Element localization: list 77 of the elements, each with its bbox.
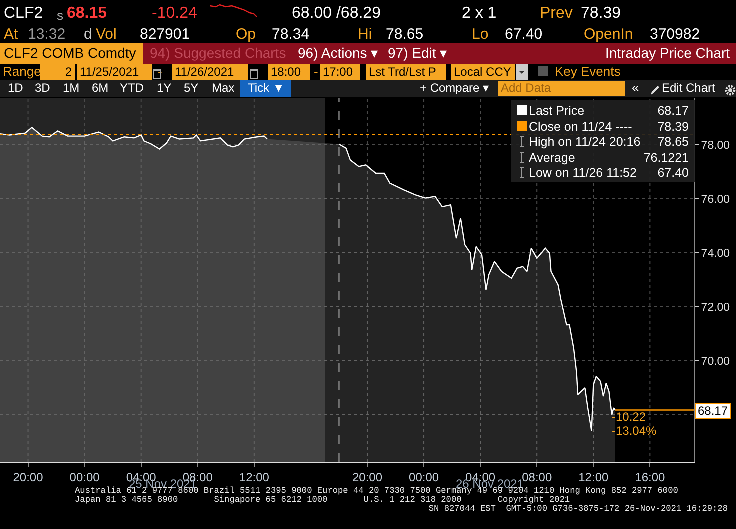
y-tick-label: 70.00 bbox=[701, 356, 730, 368]
text: 2 bbox=[40, 64, 75, 80]
text: CLF2 bbox=[4, 5, 44, 22]
ref-line-label: 68.17 bbox=[695, 403, 732, 420]
chart-title: Intraday Price Chart bbox=[606, 45, 730, 61]
text: Local CCY bbox=[451, 64, 515, 80]
text: 1M bbox=[63, 81, 80, 95]
text: 78.39 bbox=[581, 5, 622, 22]
text: « bbox=[632, 80, 640, 95]
ref-line-label: Close on 11/24 ---- bbox=[529, 120, 632, 134]
y-tick-label: 76.00 bbox=[701, 194, 730, 206]
text: -10.24 bbox=[152, 5, 198, 22]
text: 68.15 bbox=[67, 5, 108, 22]
text: 3D bbox=[35, 81, 50, 95]
text: 6M bbox=[92, 81, 109, 95]
x-tick-label: 20:00 bbox=[13, 470, 44, 484]
annotation: High on 11/24 20:16 bbox=[529, 135, 641, 149]
text: Lo bbox=[472, 26, 489, 43]
text: Vol bbox=[96, 26, 117, 43]
text: d bbox=[84, 26, 92, 43]
text: 827901 bbox=[140, 26, 190, 43]
annotation: -10.22 bbox=[612, 410, 646, 424]
text: OpenIn bbox=[584, 26, 634, 43]
annotation: 76.1221 bbox=[644, 150, 689, 164]
x-tick-label: 00:00 bbox=[70, 470, 100, 484]
text: 68.00 /68.29 bbox=[292, 5, 381, 22]
text: 18:00 bbox=[268, 64, 310, 80]
text: YTD bbox=[120, 81, 144, 95]
text: + Compare ▾ bbox=[420, 81, 490, 95]
x-tick-label: 12:00 bbox=[239, 470, 270, 484]
x-tick-label: 12:00 bbox=[578, 470, 609, 484]
x-tick-label: 16:00 bbox=[635, 470, 666, 484]
text: 1Y bbox=[157, 81, 172, 95]
text: 78.65 bbox=[386, 26, 424, 43]
text: 11/25/2021 bbox=[77, 64, 152, 80]
text: Add Data bbox=[498, 81, 625, 96]
text: Hi bbox=[358, 26, 372, 43]
y-tick-label: 78.00 bbox=[701, 140, 730, 152]
text: 13:32 bbox=[28, 26, 66, 43]
text: 2 x 1 bbox=[462, 5, 497, 22]
y-tick-label: 72.00 bbox=[701, 302, 730, 314]
text: Prev bbox=[540, 5, 573, 22]
x-tick-label: 08:00 bbox=[522, 470, 552, 484]
text: 67.40 bbox=[505, 26, 543, 43]
text: 370982 bbox=[650, 26, 700, 43]
x-tick-label: 20:00 bbox=[352, 470, 383, 484]
annotation: 67.40 bbox=[658, 166, 689, 180]
legend-label: Last Price bbox=[529, 104, 585, 118]
text: Japan 81 3 4565 8900 Singapore 65 6212 1000 U.S. 1 212 318 2000 Copyright 2021 bbox=[75, 495, 570, 505]
text: 97) Edit ▾ bbox=[388, 45, 448, 61]
annotation: Low on 11/26 11:52 bbox=[529, 166, 637, 180]
annotation: Average bbox=[529, 150, 576, 164]
text: SN 827044 EST GMT-5:00 G736-3875-172 26-Nov-2021 16:29:28 bbox=[428, 504, 728, 514]
text: Op bbox=[236, 26, 256, 43]
text: - bbox=[314, 64, 318, 79]
text: Tick ▼ bbox=[248, 81, 285, 95]
annotation: 68.17 bbox=[658, 104, 689, 118]
text: Range bbox=[3, 64, 42, 79]
x-tick-label: 00:00 bbox=[409, 470, 440, 484]
text: Edit Chart bbox=[662, 81, 716, 95]
text: Key Events bbox=[555, 64, 621, 79]
text: Lst Trd/Lst P bbox=[366, 64, 446, 80]
text: 11/26/2021 bbox=[172, 64, 248, 80]
text: 96) Actions ▾ bbox=[298, 45, 378, 61]
text: 78.34 bbox=[272, 26, 310, 43]
text: Max bbox=[212, 81, 235, 95]
annotation: -13.04% bbox=[612, 424, 657, 438]
annotation: 78.39 bbox=[658, 120, 689, 134]
y-tick-label: 74.00 bbox=[701, 248, 730, 260]
annotation: 78.65 bbox=[658, 135, 689, 149]
text: 1D bbox=[8, 81, 24, 95]
text: 5Y bbox=[184, 81, 199, 95]
text: 94) Suggested Charts bbox=[150, 45, 286, 61]
text: CLF2 COMB Comdty bbox=[4, 45, 136, 61]
text: At bbox=[4, 26, 18, 43]
text: 17:00 bbox=[320, 64, 360, 80]
text: s bbox=[57, 8, 64, 23]
